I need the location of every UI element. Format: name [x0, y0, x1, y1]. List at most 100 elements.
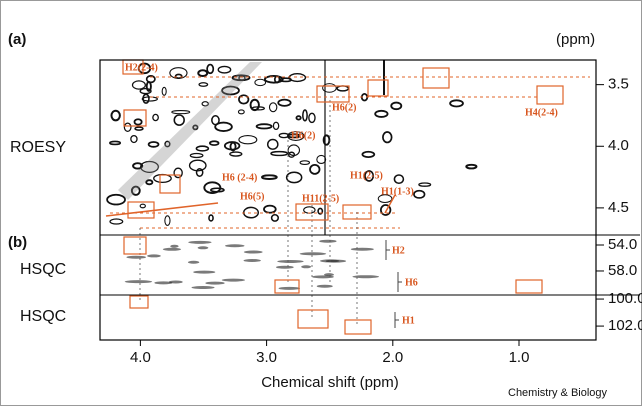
panel-name: HSQC [20, 261, 66, 278]
peak [316, 284, 333, 288]
peak [208, 140, 220, 146]
peak [201, 101, 209, 107]
peak [303, 206, 316, 214]
peak [272, 121, 280, 131]
peak [237, 109, 245, 115]
annotation: H2(2-4) [125, 62, 158, 73]
annotation: H6(5) [240, 191, 264, 202]
peak [308, 112, 316, 124]
peak [266, 138, 279, 150]
spectrum [106, 60, 478, 290]
box [342, 204, 372, 220]
credit: Chemistry & Biology [508, 387, 608, 399]
peak [277, 98, 292, 107]
peak [418, 182, 432, 187]
peak [133, 118, 143, 126]
peak [336, 85, 350, 92]
peak [217, 65, 232, 74]
peak [238, 94, 250, 105]
peak [187, 260, 200, 264]
peak [322, 83, 337, 93]
peak [191, 286, 215, 290]
peak [279, 77, 292, 83]
peak [312, 275, 334, 279]
peak [126, 255, 146, 259]
peak [145, 80, 152, 92]
annotation: H11(2-5) [302, 193, 339, 204]
peak [124, 280, 153, 284]
peak [168, 280, 183, 284]
peak [134, 126, 144, 131]
peak [132, 162, 144, 170]
peak [195, 145, 210, 152]
peak [162, 247, 182, 251]
peak [255, 123, 273, 130]
peak [390, 101, 403, 111]
box [316, 85, 350, 103]
peak [277, 259, 304, 263]
bracket [385, 240, 402, 328]
peak [147, 141, 160, 148]
peak [393, 174, 405, 185]
peak [268, 102, 278, 113]
annotation: H6 [405, 277, 418, 288]
peak [275, 265, 294, 269]
annotation: H1 [402, 315, 415, 326]
peak [164, 215, 171, 226]
box [123, 109, 147, 127]
peak [206, 63, 215, 75]
box [159, 174, 181, 194]
peak [361, 150, 376, 158]
peak [208, 214, 214, 222]
annotation: H6(2) [332, 102, 356, 113]
box [367, 79, 389, 97]
x-tick-label: 2.0 [382, 349, 403, 366]
peak [221, 85, 240, 96]
peak [364, 170, 375, 182]
annotation: H1(1-3) [381, 186, 414, 197]
overlay: H2(2-4) H6(2) H4(2-4) H6(2) H6 (2-4) H1(… [105, 59, 590, 335]
panel-label: (a) [8, 31, 26, 48]
peak [197, 69, 209, 78]
peak [145, 179, 154, 186]
peak [106, 193, 126, 206]
peak [352, 275, 380, 279]
box [536, 85, 564, 105]
x-tick-label: 4.0 [130, 349, 151, 366]
peak [316, 154, 327, 165]
peak [302, 109, 308, 122]
y-tick-label: 54.0 [608, 236, 637, 253]
peak [142, 93, 150, 104]
box [123, 236, 147, 255]
box [129, 295, 149, 309]
box [297, 309, 329, 329]
peak [205, 281, 225, 285]
x-axis-label: Chemical shift (ppm) [261, 374, 399, 391]
peak [325, 259, 347, 263]
peak [263, 75, 284, 84]
peak [173, 167, 183, 179]
peak [377, 194, 393, 204]
peak [238, 75, 246, 81]
peak [350, 247, 374, 251]
peak [154, 281, 173, 285]
peak [123, 122, 132, 132]
box [274, 279, 300, 294]
peak [380, 204, 392, 216]
peak [171, 110, 191, 115]
y-unit: (ppm) [556, 31, 595, 48]
peak [137, 62, 152, 75]
peak [309, 163, 321, 175]
peak [173, 114, 185, 126]
peak [299, 160, 311, 166]
peak [322, 134, 331, 146]
peak [295, 115, 302, 121]
panel-name: HSQC [20, 308, 66, 325]
peak [270, 150, 289, 157]
peak [261, 174, 278, 180]
peak [374, 109, 389, 118]
box [515, 279, 543, 294]
peak [109, 140, 122, 146]
panel-label: (b) [8, 234, 27, 251]
peak [465, 163, 478, 170]
